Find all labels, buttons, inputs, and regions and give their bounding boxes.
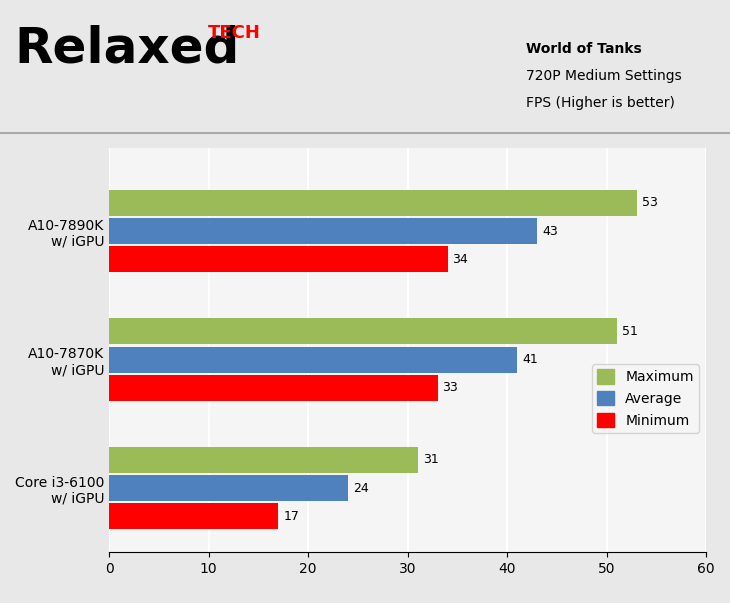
Bar xyxy=(110,190,637,216)
Text: 720P Medium Settings: 720P Medium Settings xyxy=(526,69,681,83)
Text: TECH: TECH xyxy=(208,24,261,42)
Text: 53: 53 xyxy=(642,197,658,209)
Bar xyxy=(110,375,437,401)
Text: 41: 41 xyxy=(522,353,538,366)
Text: FPS (Higher is better): FPS (Higher is better) xyxy=(526,96,675,110)
Bar xyxy=(110,447,418,473)
Legend: Maximum, Average, Minimum: Maximum, Average, Minimum xyxy=(592,364,699,433)
Text: 17: 17 xyxy=(283,510,299,523)
Text: 33: 33 xyxy=(442,381,458,394)
Bar xyxy=(110,218,537,244)
Bar xyxy=(110,475,348,501)
Text: World of Tanks: World of Tanks xyxy=(526,42,642,56)
Text: Relaxed: Relaxed xyxy=(15,24,240,72)
Text: 51: 51 xyxy=(622,325,637,338)
Bar xyxy=(110,247,447,273)
Bar xyxy=(110,504,278,529)
Text: 43: 43 xyxy=(542,225,558,238)
Text: 34: 34 xyxy=(453,253,468,266)
Text: 24: 24 xyxy=(353,482,369,494)
Bar xyxy=(110,318,617,344)
Text: 31: 31 xyxy=(423,453,439,466)
Bar xyxy=(110,347,517,373)
